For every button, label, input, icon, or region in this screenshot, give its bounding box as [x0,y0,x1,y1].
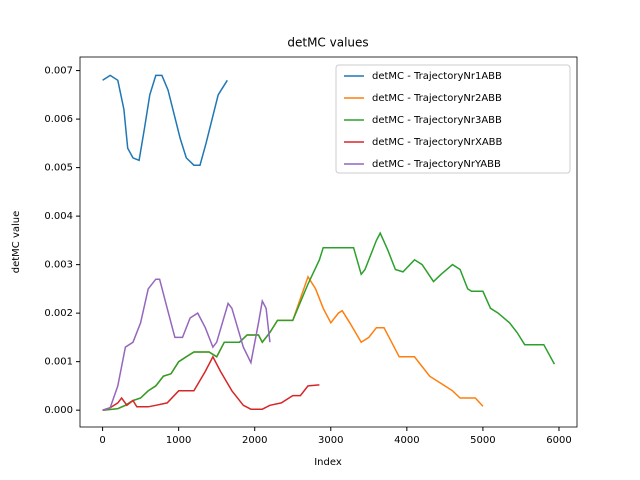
x-tick-label: 3000 [318,435,343,446]
y-tick-label: 0.000 [44,405,73,416]
data-line [102,231,556,411]
y-tick-label: 0.007 [44,66,73,77]
plot-frame [79,56,578,428]
x-tick-label: 4000 [394,435,419,446]
y-tick-label: 0.004 [44,211,73,222]
y-tick-label: 0.001 [44,357,73,368]
chart-title: detMC values [287,36,368,50]
legend-box [335,64,571,174]
legend-label: detMC - TrajectoryNr1ABB [372,71,502,82]
data-line [102,278,271,411]
x-tick-label: 5000 [470,435,495,446]
x-tick-label: 1000 [166,435,191,446]
data-line [102,74,228,166]
legend-label: detMC - TrajectoryNr2ABB [372,93,502,104]
y-tick-label: 0.006 [44,114,73,125]
legend-label: detMC - TrajectoryNrXABB [372,137,503,148]
legend-label: detMC - TrajectoryNr3ABB [372,115,502,126]
x-axis-label: Index [314,457,342,468]
y-tick-label: 0.002 [44,308,73,319]
y-tick-label: 0.003 [44,260,73,271]
y-tick-label: 0.005 [44,163,73,174]
x-tick-label: 6000 [546,435,571,446]
legend-label: detMC - TrajectoryNrYABB [372,159,501,170]
x-tick-label: 0 [99,435,105,446]
data-line [102,355,320,411]
y-axis-label: detMC value [11,211,22,274]
x-tick-label: 2000 [242,435,267,446]
